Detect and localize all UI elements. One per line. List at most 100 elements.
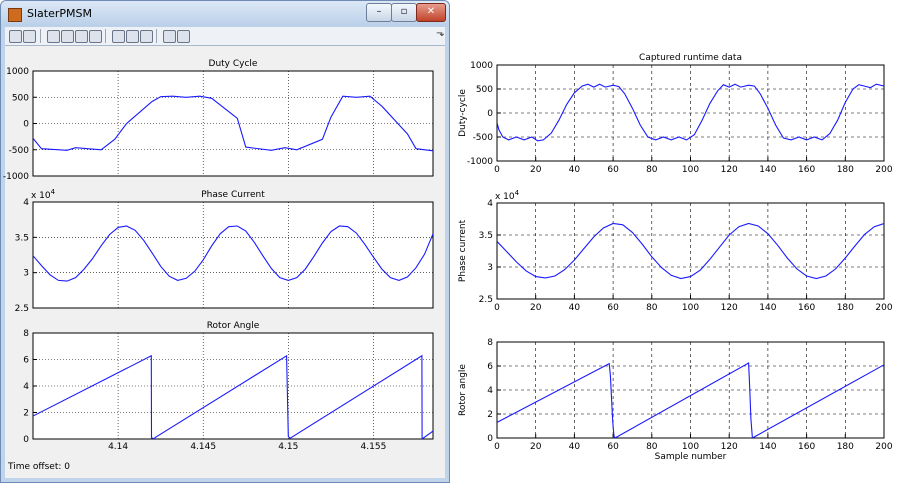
y-tick-label: 6	[487, 362, 493, 372]
maximize-button[interactable]: ▫	[391, 3, 417, 22]
x-tick-label: 200	[875, 303, 892, 313]
x-tick-label: 0	[494, 303, 500, 313]
toolbar-separator	[156, 29, 157, 43]
chart-title: Phase Current	[201, 190, 265, 200]
chart-title: Rotor Angle	[207, 321, 260, 331]
x-tick-label: 40	[569, 165, 581, 175]
x-tick-label: 120	[721, 165, 738, 175]
y-tick-label: 2	[487, 410, 493, 420]
y-tick-label: 2.5	[15, 304, 29, 314]
chart-title: Duty Cycle	[209, 59, 258, 69]
x-tick-label: 160	[798, 303, 815, 313]
scope-plots: 1000 500 0 -500 -1000 Duty Cycle 4 3.5 3 2.5 Phase…	[3, 59, 434, 452]
x-tick-label: 200	[875, 442, 892, 452]
y-tick-label: 3	[23, 269, 29, 279]
x-tick-label: 120	[721, 442, 738, 452]
x-axis-label: Sample number	[655, 452, 727, 462]
x-tick-label: 200	[875, 165, 892, 175]
x-tick-label: 80	[646, 303, 658, 313]
y-tick-label: 0	[23, 435, 29, 445]
restore-view-icon[interactable]	[112, 30, 125, 43]
x-tick-label: 20	[530, 165, 542, 175]
y-tick-label: -500	[9, 146, 30, 156]
plot-axes-box	[32, 201, 434, 309]
y-axis-label: Duty-cycle	[458, 89, 468, 137]
y-tick-label: 4	[487, 199, 493, 209]
zoom-in-icon[interactable]	[47, 30, 60, 43]
x-tick-label: 20	[530, 303, 542, 313]
y-tick-label: 0	[487, 434, 493, 444]
save-axes-icon[interactable]	[126, 30, 139, 43]
x-tick-label: 100	[682, 165, 699, 175]
x-tick-label: 160	[798, 165, 815, 175]
y-tick-label: 3.5	[15, 233, 29, 243]
x-tick-label: 160	[798, 442, 815, 452]
x-tick-label: 0	[494, 165, 500, 175]
x-tick-label: 4.155	[361, 442, 387, 452]
series-line	[497, 222, 884, 280]
toolbar-dock-arrow-icon[interactable]: ⬎	[436, 28, 445, 39]
x-tick-label: 180	[837, 165, 854, 175]
y-exponent-power: 4	[51, 188, 56, 196]
x-tick-label: 140	[759, 442, 776, 452]
y-tick-label: 500	[12, 93, 29, 103]
x-tick-label: 20	[530, 442, 542, 452]
x-tick-label: 180	[837, 442, 854, 452]
y-exponent-power: 4	[515, 189, 520, 197]
y-tick-label: -1000	[467, 157, 493, 167]
x-tick-label: 40	[569, 303, 581, 313]
y-tick-label: 1000	[6, 67, 29, 77]
x-tick-label: 60	[607, 165, 619, 175]
save-config-icon[interactable]	[140, 30, 153, 43]
series-line	[33, 354, 433, 439]
window-titlebar[interactable]: SlaterPMSM – ▫ ✕	[1, 1, 449, 27]
y-tick-label: 4	[23, 198, 29, 208]
y-tick-label: 3	[487, 263, 493, 273]
chart-title: Captured runtime data	[639, 53, 742, 63]
x-tick-label: 80	[646, 165, 658, 175]
print-icon[interactable]	[9, 30, 22, 43]
series-line	[33, 225, 433, 282]
x-tick-label: 100	[682, 303, 699, 313]
y-tick-label: 8	[23, 329, 29, 339]
lock-icon[interactable]	[163, 30, 176, 43]
scope-toolbar: ⬎	[5, 27, 445, 46]
y-tick-label: 6	[23, 356, 29, 366]
minimize-button[interactable]: –	[366, 3, 392, 22]
y-axis-label: Rotor angle	[458, 364, 468, 416]
plot: 4 3.5 3 2.5 Phase Current x 104	[15, 188, 434, 314]
params-icon[interactable]	[177, 30, 190, 43]
y-tick-label: 0	[487, 109, 493, 119]
close-button[interactable]: ✕	[416, 3, 446, 22]
plot: 1000 500 0 -500 -1000 Duty Cycle	[3, 59, 434, 182]
plot: 4 3.5 3 2.50 20 40 60 80 100 120 140 160 180 200 x 104…	[458, 189, 893, 313]
scope-window: SlaterPMSM – ▫ ✕ ⬎ 1000 500 0 -500 -1000 Duty…	[0, 0, 450, 483]
toolbar-separator	[40, 29, 41, 43]
x-tick-label: 180	[837, 303, 854, 313]
x-tick-label: 140	[759, 165, 776, 175]
plot: 8 6 4 2 0 4.14 4.145 4.15 4.155 Rotor Angle	[23, 321, 434, 452]
y-tick-label: 0	[23, 120, 29, 130]
window-title: SlaterPMSM	[27, 7, 92, 20]
zoom-y-icon[interactable]	[75, 30, 88, 43]
x-tick-label: 40	[569, 442, 581, 452]
y-tick-label: 4	[23, 382, 29, 392]
print-preview-icon[interactable]	[23, 30, 36, 43]
y-tick-label: 3.5	[479, 231, 493, 241]
x-tick-label: 100	[682, 442, 699, 452]
x-tick-label: 4.14	[108, 442, 128, 452]
y-tick-label: 4	[487, 386, 493, 396]
time-offset-value: 0	[64, 462, 70, 472]
autoscale-icon[interactable]	[89, 30, 102, 43]
time-offset: Time offset: 0	[8, 462, 70, 472]
zoom-xy-icon[interactable]	[61, 30, 74, 43]
x-tick-label: 80	[646, 442, 658, 452]
x-tick-label: 4.15	[278, 442, 298, 452]
series-line	[497, 83, 884, 142]
series-line	[497, 362, 884, 438]
y-tick-label: -500	[473, 133, 494, 143]
x-tick-label: 4.145	[190, 442, 216, 452]
app-icon	[8, 8, 22, 22]
